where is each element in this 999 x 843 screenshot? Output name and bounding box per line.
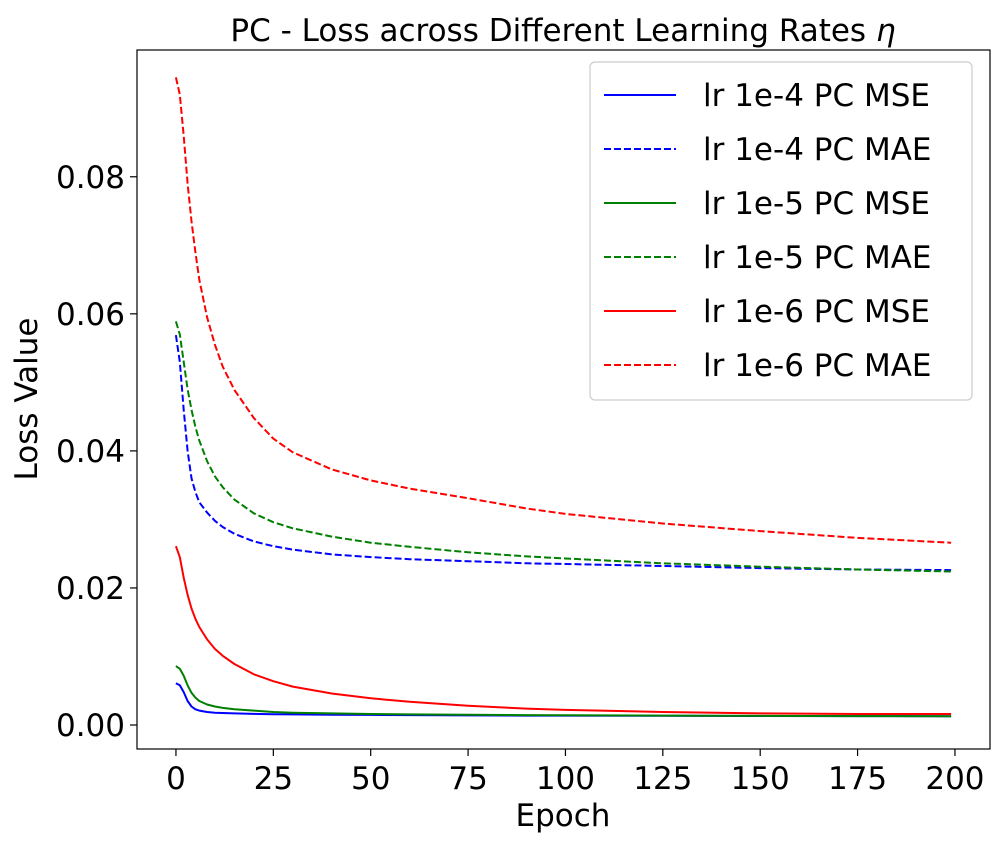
y-tick-label: 0.02 — [56, 571, 125, 607]
legend-label-0: lr 1e-4 PC MSE — [703, 78, 930, 114]
legend-label-1: lr 1e-4 PC MAE — [703, 132, 932, 168]
legend: lr 1e-4 PC MSE lr 1e-4 PC MAE lr 1e-5 PC M… — [589, 61, 973, 401]
legend-label-5: lr 1e-6 PC MAE — [703, 348, 932, 384]
x-tick-label: 50 — [351, 761, 390, 797]
plot-frame — [136, 49, 991, 750]
series-line-4 — [174, 545, 952, 715]
y-tick-label: 0.08 — [56, 160, 125, 196]
chart-title-symbol: η — [876, 13, 896, 49]
legend-box — [589, 61, 973, 401]
x-tick-label: 150 — [731, 761, 790, 797]
x-axis-label: Epoch — [516, 798, 611, 834]
x-tick-label: 200 — [925, 761, 984, 797]
y-axis-label: Loss Value — [9, 318, 45, 481]
x-tick-label: 75 — [448, 761, 487, 797]
legend-label-4: lr 1e-6 PC MSE — [703, 294, 930, 330]
series-line-0 — [175, 682, 952, 718]
x-tick-label: 125 — [633, 761, 692, 797]
legend-label-3: lr 1e-5 PC MAE — [703, 240, 932, 276]
legend-label-2: lr 1e-5 PC MSE — [703, 186, 930, 222]
x-tick-label: 175 — [828, 761, 887, 797]
x-tick-label: 100 — [536, 761, 595, 797]
y-tick-label: 0.04 — [56, 434, 125, 470]
chart-title: PC - Loss across Different Learning Rate… — [230, 13, 895, 49]
x-axis: 0 25 50 75 100 125 150 175 200 — [166, 749, 985, 797]
series-line-3 — [174, 321, 952, 573]
y-tick-label: 0.00 — [56, 708, 125, 744]
chart-title-text: PC - Loss across Different Learning Rate… — [230, 13, 866, 49]
x-tick-label: 0 — [166, 761, 186, 797]
series-line-2 — [175, 665, 952, 718]
x-tick-label: 25 — [254, 761, 293, 797]
y-tick-label: 0.06 — [56, 297, 125, 333]
y-axis: 0.00 0.02 0.04 0.06 0.08 — [56, 160, 137, 744]
series-line-5 — [174, 77, 952, 544]
plot-area — [174, 77, 952, 718]
